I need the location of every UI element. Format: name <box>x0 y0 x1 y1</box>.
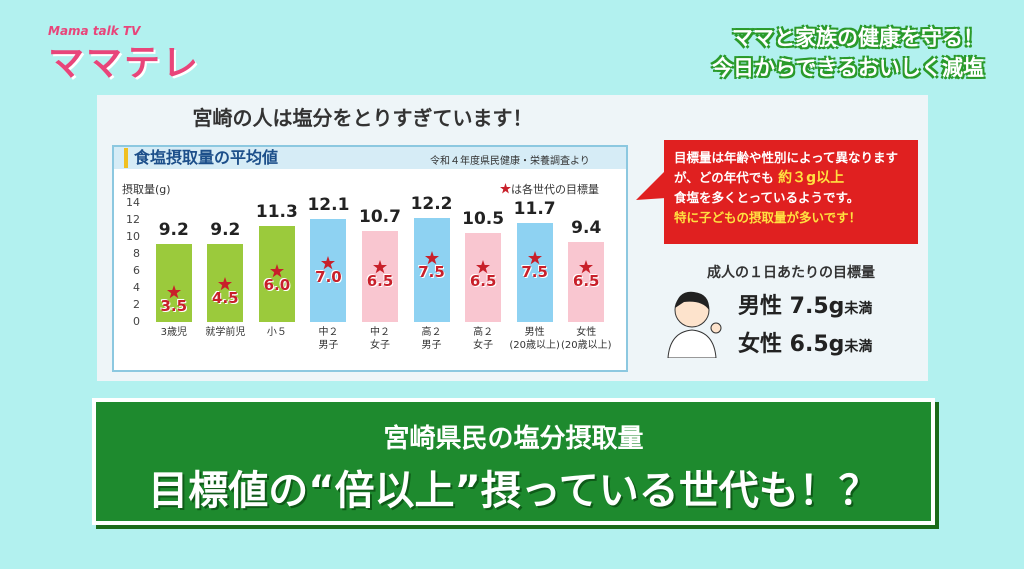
adult-title: 成人の１日あたりの目標量 <box>707 265 875 281</box>
adult-label: 男性 7.5g <box>738 294 845 319</box>
y-tick-label: 6 <box>133 264 140 277</box>
bar <box>310 219 347 322</box>
target-label: 7.5 <box>418 263 445 282</box>
y-tick-label: 0 <box>133 315 140 328</box>
value-label: 9.4 <box>571 218 602 239</box>
header-line: 今日からできるおいしく減塩 <box>712 56 984 80</box>
person-icon <box>667 291 722 358</box>
legend-text: は各世代の目標量 <box>511 183 599 196</box>
star-shape <box>373 259 387 274</box>
x-tick-label: 3歳児 <box>160 327 187 338</box>
logo: ママテレ <box>48 43 201 84</box>
star-shape <box>218 276 233 291</box>
target-star <box>218 276 233 291</box>
panel-title: 宮崎の人は塩分をとりすぎています！ <box>192 106 533 130</box>
star-shape <box>424 251 439 265</box>
chart-title: 食塩摂取量の平均値 <box>124 148 278 168</box>
star-shape <box>579 259 594 274</box>
value-label: 12.2 <box>410 194 453 215</box>
target-star <box>476 259 491 274</box>
star-shape <box>476 259 491 274</box>
logo-sub: Mama talk TV <box>48 24 141 38</box>
y-tick-label: 4 <box>133 281 140 294</box>
chart-source: 令和４年度県民健康・栄養調査より <box>430 156 590 167</box>
callout-text1: 目標量は年齢や性別によって異なりますが、どの年代でも <box>674 150 899 185</box>
x-tick-label: 小５ <box>266 327 287 338</box>
target-star <box>527 251 542 265</box>
callout-pointer <box>636 170 666 200</box>
bar <box>413 218 450 322</box>
target-label: 6.5 <box>469 271 497 290</box>
header-line: ママと家族の健康を守る！ <box>732 26 984 50</box>
banner-main: 目標値の“倍以上”摂っている世代も！？ <box>148 468 879 514</box>
adult-suffix: 未満 <box>844 301 873 317</box>
star-shape <box>527 251 542 265</box>
target-star <box>321 255 336 269</box>
target-star <box>424 251 439 265</box>
callout <box>664 140 918 244</box>
target-label: 6.0 <box>263 276 291 294</box>
adult-suffix: 未満 <box>844 339 873 355</box>
value-label: 10.7 <box>359 207 401 228</box>
target-label: 6.5 <box>366 271 394 290</box>
y-axis-label: 摂取量(g) <box>122 183 171 196</box>
y-tick-label: 12 <box>126 213 140 226</box>
y-tick-label: 2 <box>133 298 140 311</box>
star-shape <box>269 264 284 278</box>
legend-star <box>500 183 511 194</box>
x-tick-label: 中２ 男子 <box>318 327 339 351</box>
x-tick-label: 男性 (20歳以上) <box>509 327 560 351</box>
target-star <box>373 259 387 274</box>
target-star <box>269 264 284 278</box>
y-tick-label: 8 <box>133 247 140 260</box>
target-label: 4.5 <box>212 288 239 307</box>
value-label: 11.3 <box>255 201 298 222</box>
legend: は各世代の目標量 <box>500 181 599 197</box>
value-label: 10.5 <box>462 208 505 229</box>
target-label: 7.0 <box>315 267 342 286</box>
bar <box>155 243 192 322</box>
star-shape <box>321 255 336 269</box>
adult-row: 男性 7.5g未満 <box>738 288 872 320</box>
adult-row: 女性 6.5g未満 <box>738 326 872 358</box>
bar <box>568 242 605 322</box>
target-label: 7.5 <box>521 263 548 282</box>
x-tick-label: 中２ 女子 <box>370 327 390 351</box>
y-tick-label: 14 <box>126 196 140 209</box>
target-star <box>579 259 594 274</box>
star-shape <box>166 285 181 299</box>
callout-emph: 約３g以上 <box>778 170 845 186</box>
x-tick-label: 高２ 男子 <box>421 327 442 351</box>
callout-text: 目標量は年齢や性別によって異なりますが、どの年代でも 約３g以上食塩を多くとって… <box>674 148 914 228</box>
x-tick-label: 高２ 女子 <box>473 327 494 351</box>
banner <box>92 398 935 525</box>
target-label: 3.5 <box>160 297 188 316</box>
value-label: 9.2 <box>158 219 189 240</box>
value-label: 9.2 <box>210 219 241 240</box>
bar <box>516 222 553 322</box>
bar <box>362 231 398 322</box>
value-label: 11.7 <box>513 198 556 219</box>
adult-label: 女性 6.5g <box>738 332 845 357</box>
bar <box>465 232 502 322</box>
banner-sub: 宮崎県民の塩分摂取量 <box>383 424 644 454</box>
y-tick-label: 10 <box>126 230 140 243</box>
x-tick-label: 就学前児 <box>205 327 246 338</box>
callout-text2: 食塩を多くとっているようです。 <box>674 190 860 205</box>
value-label: 12.1 <box>307 195 350 216</box>
target-label: 6.5 <box>572 271 600 290</box>
chart-header <box>114 147 626 169</box>
callout-text3: 特に子どもの摂取量が多いです！ <box>674 210 862 225</box>
target-star <box>166 285 181 299</box>
x-tick-label: 女性 (20歳以上) <box>560 327 612 351</box>
